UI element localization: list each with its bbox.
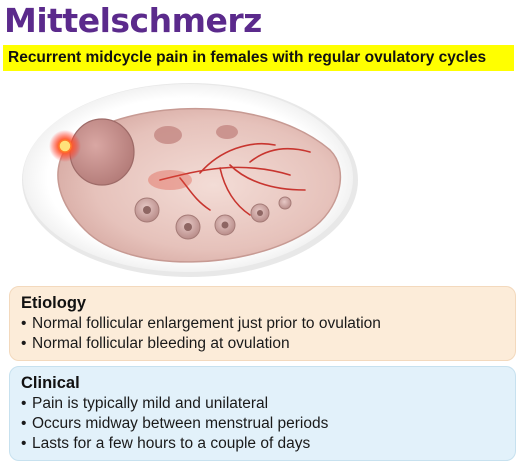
etiology-list: • Normal follicular enlargement just prio… bbox=[21, 314, 503, 354]
subtitle-banner: Recurrent midcycle pain in females with … bbox=[3, 45, 514, 71]
list-item: • Normal follicular enlargement just prio… bbox=[21, 315, 381, 332]
etiology-heading: Etiology bbox=[21, 294, 87, 312]
list-item: • Normal follicular bleeding at ovulation bbox=[21, 335, 290, 352]
ovary-ovulation-illustration bbox=[22, 83, 358, 277]
clinical-list: • Pain is typically mild and unilateral •… bbox=[21, 394, 503, 454]
list-item: • Occurs midway between menstrual periods bbox=[21, 415, 329, 432]
list-item: • Pain is typically mild and unilateral bbox=[21, 395, 269, 412]
clinical-heading: Clinical bbox=[21, 374, 80, 392]
etiology-panel: Etiology • Normal follicular enlargement … bbox=[9, 286, 516, 361]
clinical-panel: Clinical • Pain is typically mild and uni… bbox=[9, 366, 516, 461]
page-title: Mittelschmerz bbox=[4, 1, 262, 40]
list-item: • Lasts for a few hours to a couple of da… bbox=[21, 435, 311, 452]
